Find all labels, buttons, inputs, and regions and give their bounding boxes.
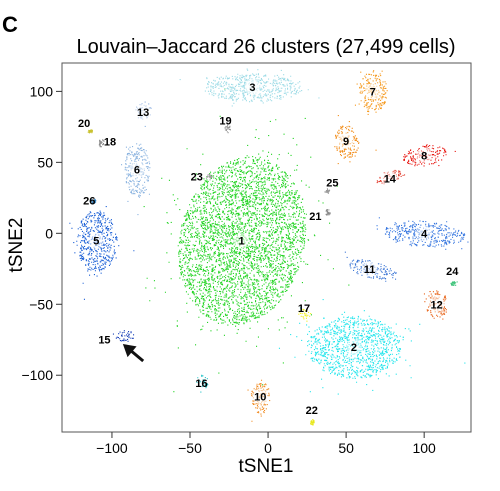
cluster-label-14: 14 <box>384 174 397 186</box>
cluster-15-points <box>112 330 135 342</box>
cluster-23-points <box>205 173 213 181</box>
cluster-24-points <box>450 281 458 286</box>
x-tick-label: 0 <box>264 440 272 456</box>
annotation-arrow <box>122 344 145 363</box>
cluster-label-25: 25 <box>326 178 338 190</box>
scatter-points <box>69 68 469 426</box>
cluster-label-12: 12 <box>431 299 443 311</box>
cluster-17-points <box>298 308 312 322</box>
cluster-label-halo <box>381 170 398 187</box>
cluster-label-1: 1 <box>238 235 244 247</box>
cluster-20-points <box>87 129 93 134</box>
y-tick-label: −100 <box>21 367 53 383</box>
plot-frame <box>61 62 472 433</box>
cluster-5-points <box>69 206 135 300</box>
cluster-label-halo <box>416 147 433 164</box>
cluster-25-points <box>324 188 331 194</box>
cluster-label-15: 15 <box>98 334 110 346</box>
cluster-label-halo <box>233 232 250 249</box>
cluster-label-halo <box>416 225 433 242</box>
y-axis-ticks: −100 −50 0 50 100 <box>21 83 62 383</box>
cluster-label-23: 23 <box>191 172 203 184</box>
cluster-label-17: 17 <box>298 303 310 315</box>
chart-title: Louvain–Jaccard 26 clusters (27,499 cell… <box>76 36 455 58</box>
cluster-21-points <box>325 209 331 216</box>
y-tick-label: 0 <box>45 225 53 241</box>
cluster-label-19: 19 <box>219 115 231 127</box>
panel-letter: C <box>2 12 18 37</box>
cluster-label-halo <box>128 161 145 178</box>
y-tick-label: 100 <box>30 83 54 99</box>
cluster-label-11: 11 <box>364 264 376 276</box>
cluster-label-4: 4 <box>421 228 428 240</box>
cluster-label-halo <box>338 133 355 150</box>
cluster-label-halo <box>252 388 269 405</box>
cluster-label-2: 2 <box>351 342 357 354</box>
cluster-label-halo <box>361 260 378 277</box>
cluster-22-points <box>310 419 315 426</box>
cluster-label-halo <box>428 296 445 313</box>
cluster-label-3: 3 <box>249 82 255 94</box>
cluster-label-24: 24 <box>446 266 459 278</box>
cluster-label-21: 21 <box>309 211 321 223</box>
cluster-label-26: 26 <box>83 196 95 208</box>
cluster-label-22: 22 <box>306 405 318 417</box>
cluster-3-points <box>179 68 320 107</box>
cluster-label-10: 10 <box>254 392 266 404</box>
x-tick-label: −100 <box>96 440 128 456</box>
x-tick-label: −50 <box>178 440 202 456</box>
cluster-label-halo <box>135 103 152 120</box>
cluster-label-8: 8 <box>421 150 427 162</box>
cluster-16-points <box>196 374 209 393</box>
cluster-2-points <box>278 299 466 395</box>
cluster-9-points <box>334 115 377 165</box>
cluster-26-points <box>89 198 97 204</box>
cluster-label-16: 16 <box>195 378 207 390</box>
cluster-label-20: 20 <box>78 118 90 130</box>
x-tick-label: 50 <box>338 440 354 456</box>
cluster-11-points <box>344 251 397 282</box>
cluster-19-points <box>224 125 231 134</box>
arrow-head <box>122 344 137 358</box>
cluster-label-halo <box>244 79 261 96</box>
cluster-18-points <box>98 139 105 148</box>
cluster-label-halo <box>364 83 381 100</box>
cluster-6-points <box>121 125 151 216</box>
x-axis-label: tSNE1 <box>239 456 294 477</box>
y-axis-label: tSNE2 <box>6 218 27 273</box>
cluster-label-7: 7 <box>370 86 376 98</box>
y-tick-label: 50 <box>37 154 53 170</box>
cluster-label-halo <box>345 338 362 355</box>
cluster-label-9: 9 <box>343 136 349 148</box>
x-axis-ticks: −100 −50 0 50 100 <box>96 432 436 456</box>
cluster-label-5: 5 <box>93 235 99 247</box>
cluster-labels: 1234567891011121314151617181920212223242… <box>78 79 459 417</box>
y-tick-label: −50 <box>29 296 53 312</box>
cluster-label-13: 13 <box>137 107 149 119</box>
cluster-label-halo <box>88 232 105 249</box>
x-tick-label: 100 <box>412 440 436 456</box>
cluster-label-18: 18 <box>104 136 116 148</box>
cluster-label-6: 6 <box>134 164 140 176</box>
